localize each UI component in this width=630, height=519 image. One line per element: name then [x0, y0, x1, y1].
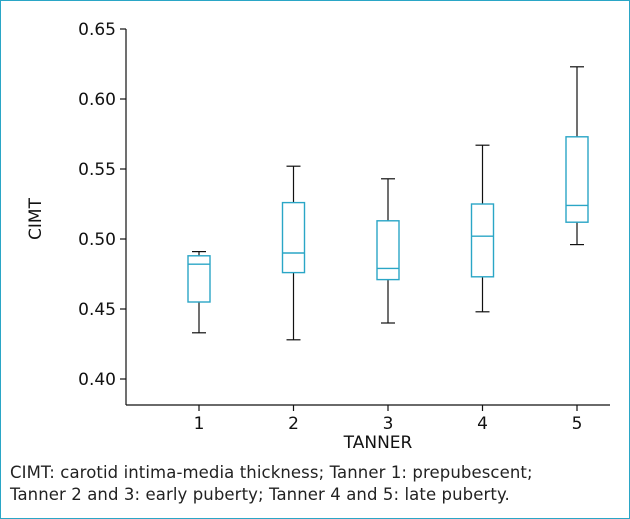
- box-2: [281, 165, 306, 341]
- x-tick-label: 4: [477, 414, 488, 434]
- y-tick-label: 0.40: [78, 370, 116, 390]
- box-1: [187, 251, 211, 334]
- box-5: [565, 66, 589, 246]
- iqr-box: [565, 136, 589, 223]
- y-tick-label: 0.45: [78, 300, 116, 320]
- x-tick-label: 5: [572, 414, 583, 434]
- y-tick-label: 0.60: [78, 90, 116, 110]
- iqr-box: [281, 201, 306, 274]
- x-tick-label: 2: [288, 414, 299, 434]
- y-tick-label: 0.50: [78, 230, 116, 250]
- caption-line-2: Tanner 2 and 3: early puberty; Tanner 4 …: [10, 485, 510, 504]
- x-tick-label: 3: [383, 414, 394, 434]
- boxes: [187, 66, 589, 341]
- box-4: [470, 144, 495, 313]
- caption-line-1: CIMT: carotid intima-media thickness; Ta…: [10, 463, 533, 482]
- iqr-box: [470, 203, 495, 278]
- y-axis-title: CIMT: [26, 197, 46, 240]
- box-plot-chart: 0.40 0.45 0.50 0.55 0.60 0.65 1 2 3 4 5 TANNER CIMT: [26, 20, 610, 453]
- axis-labels: TANNER CIMT: [26, 197, 413, 453]
- iqr-box: [376, 220, 400, 281]
- figure-caption: CIMT: carotid intima-media thickness; Ta…: [10, 462, 622, 506]
- box-3: [376, 178, 400, 324]
- axes: 0.40 0.45 0.50 0.55 0.60 0.65 1 2 3 4 5: [78, 20, 610, 434]
- iqr-box: [187, 255, 211, 303]
- x-axis-title: TANNER: [343, 433, 413, 453]
- x-tick-label: 1: [194, 414, 205, 434]
- y-tick-label: 0.65: [78, 20, 116, 40]
- y-tick-label: 0.55: [78, 160, 116, 180]
